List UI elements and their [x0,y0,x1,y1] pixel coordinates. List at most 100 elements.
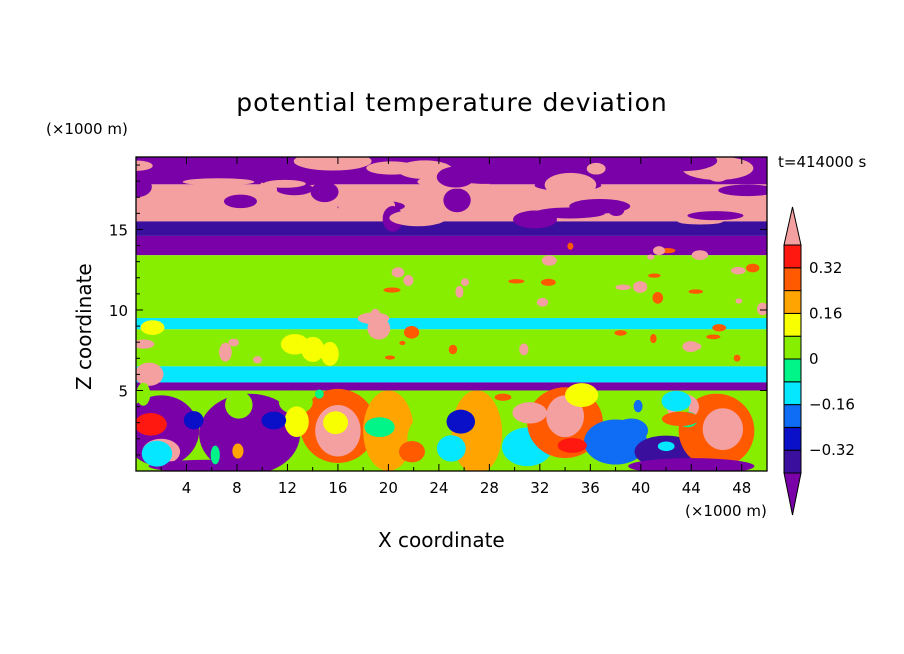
field-cell [278,390,313,415]
field-cell [403,326,420,339]
field-cell [615,284,631,291]
y-tick-label: 10 [109,302,128,320]
field-cell [443,188,471,213]
colorbar-segment [783,312,802,337]
field-cell [661,411,700,427]
field-cell [321,341,339,366]
field-cell [140,320,165,335]
y-tick-label: 15 [109,221,128,239]
field-cell [391,267,405,278]
field-cell [148,459,275,471]
field-cell [448,344,458,355]
colorbar-segment [783,290,802,314]
field-band [136,221,767,236]
field-band [136,235,767,256]
field-cell [544,172,597,197]
colorbar-segment [783,449,802,474]
field-cell [756,302,767,316]
colorbar-tick-label: −0.32 [809,441,855,459]
field-cell [691,250,709,260]
colorbar-segment [783,244,802,269]
colorbar-segment [783,381,802,406]
x-axis-ticks: 4 8 12 16 20 24 28 32 36 40 44 48 [160,157,751,497]
field-cell [569,198,631,214]
field-cell [657,441,675,452]
x-tick-label: 40 [631,479,650,497]
field-cell [519,343,529,356]
x-tick-label: 20 [379,479,398,497]
field-band [136,382,767,391]
field-cell [540,278,556,286]
field-cell [684,342,702,351]
field-cell [614,330,627,336]
field-cell [557,438,587,453]
field-cell [446,409,476,434]
field-cell [648,273,661,278]
colorbar-segment [783,404,802,428]
field-cell [647,254,655,260]
colorbar-tick-label: −0.16 [809,396,855,414]
x-tick-label: 16 [328,479,347,497]
field-cell [315,389,324,399]
field-cell [182,178,255,186]
field-cell [512,402,547,424]
field-cell [367,317,391,340]
colorbar-tick-label: 0.16 [809,304,842,322]
field-cell [323,411,349,435]
field-cell [730,266,746,275]
x-tick-label: 48 [732,479,751,497]
field-cell [228,338,239,347]
field-cell [136,176,152,198]
field-cell [389,209,447,227]
field-cell [650,333,657,344]
field-cell [136,339,155,349]
y-axis-ticks: 5 10 15 [109,164,767,456]
field-cell [541,255,557,266]
field-cell [688,289,704,294]
time-label: t=414000 s [778,153,867,171]
field-cell [712,324,727,332]
field-cell [633,399,643,413]
field-cell [384,355,396,360]
field-cell [746,263,760,273]
y-axis-unit: (×1000 m) [46,120,128,138]
field-cell [565,383,599,408]
field-cell [641,157,718,172]
field-cell [455,285,464,298]
x-tick-label: 36 [581,479,600,497]
field-cell [536,297,549,307]
field-cell [310,181,339,203]
x-tick-label: 32 [530,479,549,497]
field-cell [436,166,475,188]
x-axis-label: X coordinate [378,528,505,552]
field-cell [706,334,721,340]
x-tick-label: 28 [480,479,499,497]
field-cell [301,336,325,362]
field-cell [338,193,396,218]
field-cell [219,342,232,362]
colorbar-segment [783,335,802,360]
field-cell [293,157,372,171]
field-cell [403,274,414,286]
field-cell [252,356,262,364]
x-tick-label: 4 [182,479,192,497]
field-cell [718,184,767,197]
field-cell [735,298,743,304]
chart-title: potential temperature deviation [236,88,668,117]
field-cell [529,157,547,178]
contour-field [136,157,767,471]
field-cell [136,382,151,406]
field-cell [366,161,417,175]
colorbar: 0.32 0.16 0 −0.16 −0.32 [783,206,855,516]
field-cell [263,179,306,188]
field-cell [136,160,153,171]
x-tick-label: 12 [278,479,297,497]
x-tick-label: 44 [682,479,701,497]
field-cell [494,393,512,401]
field-cell [399,441,425,463]
field-cell [225,391,253,419]
x-tick-label: 8 [232,479,242,497]
field-cell [633,281,648,293]
colorbar-extend-min [783,472,802,516]
